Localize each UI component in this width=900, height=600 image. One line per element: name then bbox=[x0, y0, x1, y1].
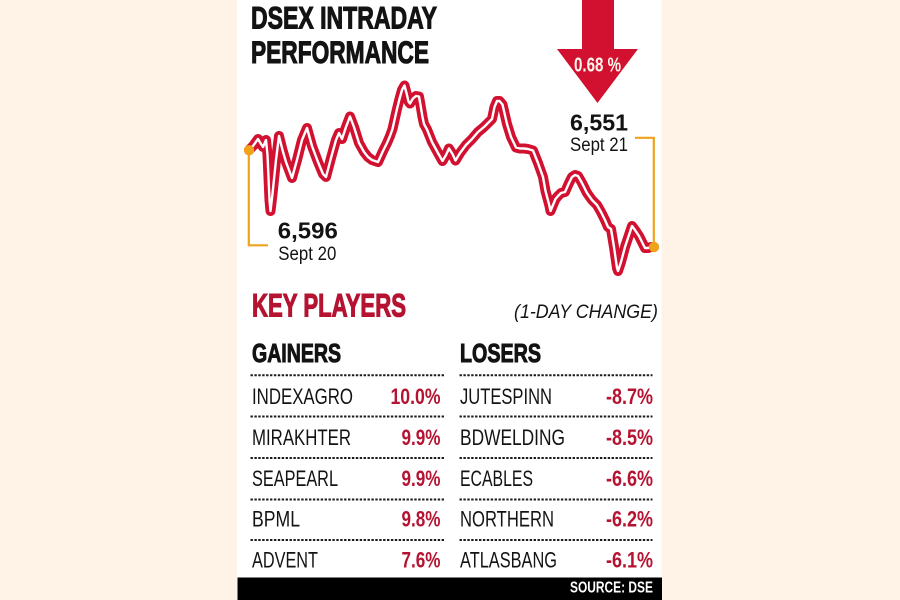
svg-text:7.6%: 7.6% bbox=[402, 548, 441, 573]
svg-text:ADVENT: ADVENT bbox=[252, 548, 318, 573]
svg-text:ATLASBANG: ATLASBANG bbox=[460, 548, 557, 573]
svg-text:SOURCE: DSE: SOURCE: DSE bbox=[570, 580, 653, 597]
svg-text:PERFORMANCE: PERFORMANCE bbox=[251, 34, 429, 70]
svg-text:BDWELDING: BDWELDING bbox=[460, 425, 565, 450]
svg-text:MIRAKHTER: MIRAKHTER bbox=[252, 425, 351, 450]
svg-text:DSEX INTRADAY: DSEX INTRADAY bbox=[251, 0, 437, 35]
svg-text:GAINERS: GAINERS bbox=[252, 338, 341, 368]
svg-text:-6.2%: -6.2% bbox=[606, 507, 653, 532]
svg-text:9.9%: 9.9% bbox=[402, 466, 441, 491]
svg-text:JUTESPINN: JUTESPINN bbox=[460, 384, 552, 409]
svg-text:INDEXAGRO: INDEXAGRO bbox=[252, 384, 353, 409]
svg-text:-8.7%: -8.7% bbox=[606, 384, 653, 409]
svg-text:LOSERS: LOSERS bbox=[460, 338, 541, 368]
svg-text:KEY PLAYERS: KEY PLAYERS bbox=[252, 288, 406, 324]
svg-text:-6.1%: -6.1% bbox=[606, 548, 653, 573]
svg-text:6,596: 6,596 bbox=[278, 217, 338, 243]
svg-text:6,551: 6,551 bbox=[570, 110, 628, 136]
svg-text:BPML: BPML bbox=[252, 507, 300, 532]
svg-text:(1-DAY CHANGE): (1-DAY CHANGE) bbox=[514, 302, 658, 323]
svg-text:9.9%: 9.9% bbox=[402, 425, 441, 450]
svg-text:NORTHERN: NORTHERN bbox=[460, 507, 554, 532]
svg-text:SEAPEARL: SEAPEARL bbox=[252, 466, 338, 491]
svg-text:Sept 20: Sept 20 bbox=[278, 244, 336, 265]
svg-text:-6.6%: -6.6% bbox=[606, 466, 653, 491]
svg-text:9.8%: 9.8% bbox=[402, 507, 441, 532]
svg-text:-8.5%: -8.5% bbox=[606, 425, 653, 450]
svg-text:ECABLES: ECABLES bbox=[460, 466, 533, 491]
svg-text:0.68 %: 0.68 % bbox=[574, 54, 621, 77]
svg-text:10.0%: 10.0% bbox=[391, 384, 441, 409]
svg-text:Sept 21: Sept 21 bbox=[570, 135, 628, 156]
